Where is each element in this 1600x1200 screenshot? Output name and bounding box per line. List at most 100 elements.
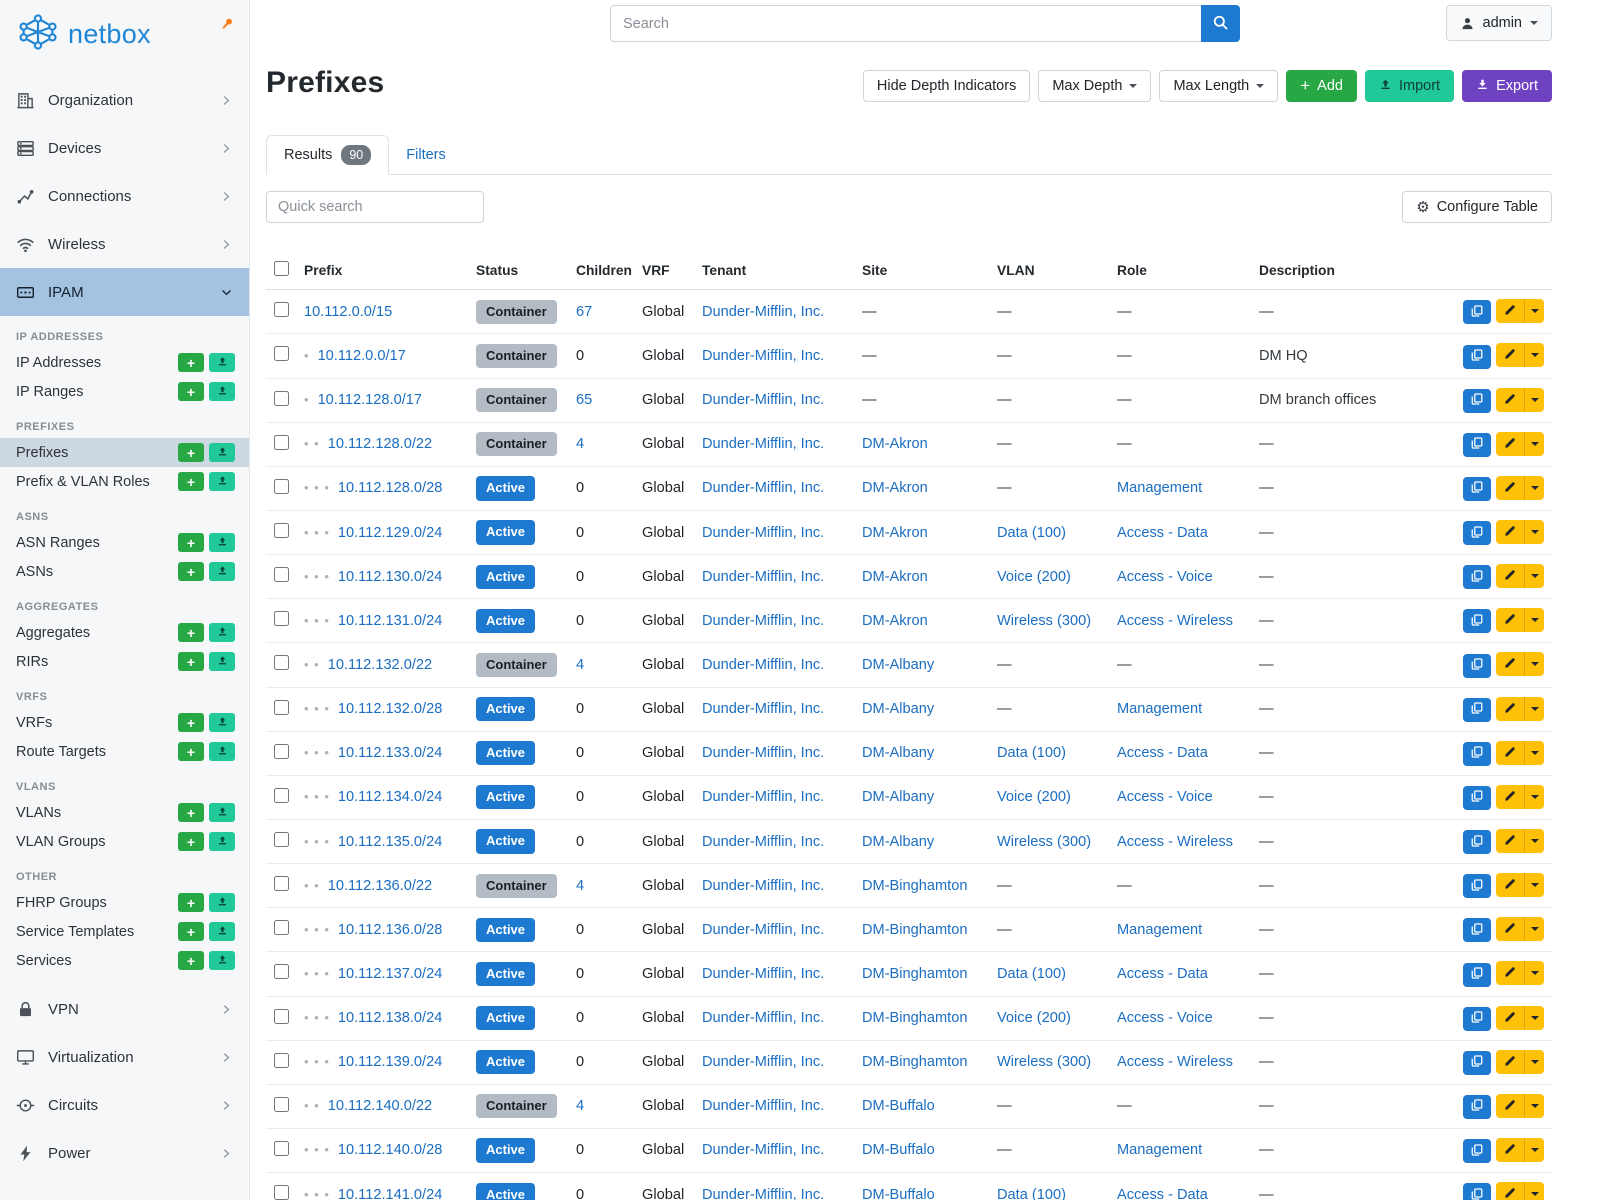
prefix-link[interactable]: 10.112.128.0/28 bbox=[337, 480, 443, 497]
prefix-link[interactable]: 10.112.137.0/24 bbox=[337, 965, 443, 982]
site-link[interactable]: DM-Binghamton bbox=[862, 877, 968, 894]
add-rirs-button[interactable]: + bbox=[178, 652, 204, 671]
column-header-site[interactable]: Site bbox=[854, 251, 989, 291]
hide-depth-indicators-button[interactable]: Hide Depth Indicators bbox=[862, 70, 1031, 102]
edit-button[interactable] bbox=[1496, 431, 1524, 456]
sidebar-item-services[interactable]: Services + bbox=[0, 946, 249, 975]
vlan-link[interactable]: Voice (200) bbox=[997, 1010, 1071, 1027]
tenant-link[interactable]: Dunder-Mifflin, Inc. bbox=[702, 524, 825, 541]
site-link[interactable]: DM-Akron bbox=[862, 612, 928, 629]
tenant-link[interactable]: Dunder-Mifflin, Inc. bbox=[702, 745, 825, 762]
edit-dropdown-button[interactable] bbox=[1524, 828, 1544, 853]
search-button[interactable] bbox=[1201, 5, 1240, 42]
tenant-link[interactable]: Dunder-Mifflin, Inc. bbox=[702, 1010, 825, 1027]
clone-button[interactable] bbox=[1463, 521, 1491, 546]
configure-table-button[interactable]: ⚙ Configure Table bbox=[1402, 191, 1552, 224]
column-header-description[interactable]: Description bbox=[1251, 251, 1434, 291]
clone-button[interactable] bbox=[1463, 741, 1491, 766]
vlan-link[interactable]: Wireless (300) bbox=[997, 833, 1092, 850]
clone-button[interactable] bbox=[1463, 918, 1491, 943]
role-link[interactable]: Access - Data bbox=[1117, 1186, 1208, 1200]
tenant-link[interactable]: Dunder-Mifflin, Inc. bbox=[702, 1186, 825, 1200]
tenant-link[interactable]: Dunder-Mifflin, Inc. bbox=[702, 1054, 825, 1071]
prefix-link[interactable]: 10.112.135.0/24 bbox=[337, 833, 443, 850]
sidebar-item-fhrp-groups[interactable]: FHRP Groups + bbox=[0, 888, 249, 917]
tenant-link[interactable]: Dunder-Mifflin, Inc. bbox=[702, 789, 825, 806]
edit-button[interactable] bbox=[1496, 299, 1524, 324]
import-services-button[interactable] bbox=[209, 951, 235, 970]
row-checkbox[interactable] bbox=[274, 655, 289, 671]
add-vlans-button[interactable]: + bbox=[178, 803, 204, 822]
column-header-children[interactable]: Children bbox=[568, 251, 634, 291]
tenant-link[interactable]: Dunder-Mifflin, Inc. bbox=[702, 877, 825, 894]
clone-button[interactable] bbox=[1463, 1050, 1491, 1075]
prefix-link[interactable]: 10.112.129.0/24 bbox=[337, 524, 443, 541]
prefix-link[interactable]: 10.112.131.0/24 bbox=[337, 612, 443, 629]
sidebar-item-aggregates[interactable]: Aggregates + bbox=[0, 618, 249, 647]
site-link[interactable]: DM-Binghamton bbox=[862, 921, 968, 938]
pin-sidebar-icon[interactable] bbox=[218, 16, 235, 37]
row-checkbox[interactable] bbox=[274, 1185, 289, 1200]
sidebar-item-label[interactable]: Service Templates bbox=[16, 923, 135, 940]
clone-button[interactable] bbox=[1463, 432, 1491, 457]
add-prefixes-button[interactable]: + bbox=[178, 443, 204, 462]
sidebar-item-ip-ranges[interactable]: IP Ranges + bbox=[0, 377, 249, 406]
row-checkbox[interactable] bbox=[274, 302, 289, 318]
edit-button[interactable] bbox=[1496, 696, 1524, 721]
sidebar-item-vpn[interactable]: VPN bbox=[0, 985, 249, 1033]
import-prefix-vlan-roles-button[interactable] bbox=[209, 472, 235, 491]
row-checkbox[interactable] bbox=[274, 964, 289, 980]
clone-button[interactable] bbox=[1463, 697, 1491, 722]
sidebar-item-wireless[interactable]: Wireless bbox=[0, 220, 249, 268]
import-ip-ranges-button[interactable] bbox=[209, 382, 235, 401]
prefix-link[interactable]: 10.112.133.0/24 bbox=[337, 745, 443, 762]
clone-button[interactable] bbox=[1463, 1139, 1491, 1164]
import-route-targets-button[interactable] bbox=[209, 742, 235, 761]
site-link[interactable]: DM-Albany bbox=[862, 789, 935, 806]
sidebar-item-virtualization[interactable]: Virtualization bbox=[0, 1033, 249, 1081]
children-link[interactable]: 65 bbox=[576, 392, 593, 409]
clone-button[interactable] bbox=[1463, 476, 1491, 501]
add-service-templates-button[interactable]: + bbox=[178, 922, 204, 941]
add-aggregates-button[interactable]: + bbox=[178, 623, 204, 642]
site-link[interactable]: DM-Akron bbox=[862, 436, 928, 453]
site-link[interactable]: DM-Albany bbox=[862, 701, 935, 718]
edit-button[interactable] bbox=[1496, 828, 1524, 853]
select-all-checkbox[interactable] bbox=[274, 261, 289, 277]
clone-button[interactable] bbox=[1463, 565, 1491, 590]
site-link[interactable]: DM-Binghamton bbox=[862, 1010, 968, 1027]
clone-button[interactable] bbox=[1463, 785, 1491, 810]
row-checkbox[interactable] bbox=[274, 699, 289, 715]
sidebar-item-organization[interactable]: Organization bbox=[0, 76, 249, 124]
sidebar-item-label[interactable]: FHRP Groups bbox=[16, 894, 107, 911]
tenant-link[interactable]: Dunder-Mifflin, Inc. bbox=[702, 701, 825, 718]
role-link[interactable]: Access - Wireless bbox=[1117, 1054, 1233, 1071]
sidebar-item-prefixes[interactable]: Prefixes + bbox=[0, 438, 249, 467]
sidebar-item-label[interactable]: Prefixes bbox=[16, 444, 69, 461]
row-checkbox[interactable] bbox=[274, 611, 289, 627]
vlan-link[interactable]: Data (100) bbox=[997, 745, 1066, 762]
sidebar-item-power[interactable]: Power bbox=[0, 1129, 249, 1177]
prefix-link[interactable]: 10.112.139.0/24 bbox=[337, 1054, 443, 1071]
column-header-vrf[interactable]: VRF bbox=[634, 251, 694, 291]
edit-button[interactable] bbox=[1496, 1049, 1524, 1074]
clone-button[interactable] bbox=[1463, 1183, 1491, 1200]
sidebar-item-label[interactable]: VRFs bbox=[16, 714, 53, 731]
edit-button[interactable] bbox=[1496, 1182, 1524, 1200]
sidebar-item-vlan-groups[interactable]: VLAN Groups + bbox=[0, 827, 249, 856]
column-header-prefix[interactable]: Prefix bbox=[296, 251, 468, 291]
prefix-link[interactable]: 10.112.141.0/24 bbox=[337, 1186, 443, 1200]
prefix-link[interactable]: 10.112.132.0/28 bbox=[337, 701, 443, 718]
edit-button[interactable] bbox=[1496, 740, 1524, 765]
clone-button[interactable] bbox=[1463, 1094, 1491, 1119]
site-link[interactable]: DM-Albany bbox=[862, 833, 935, 850]
edit-dropdown-button[interactable] bbox=[1524, 917, 1544, 942]
site-link[interactable]: DM-Albany bbox=[862, 745, 935, 762]
edit-dropdown-button[interactable] bbox=[1524, 431, 1544, 456]
tenant-link[interactable]: Dunder-Mifflin, Inc. bbox=[702, 480, 825, 497]
vlan-link[interactable]: Data (100) bbox=[997, 524, 1066, 541]
edit-dropdown-button[interactable] bbox=[1524, 299, 1544, 324]
add-route-targets-button[interactable]: + bbox=[178, 742, 204, 761]
row-checkbox[interactable] bbox=[274, 1008, 289, 1024]
tab-results[interactable]: Results 90 bbox=[266, 135, 390, 176]
